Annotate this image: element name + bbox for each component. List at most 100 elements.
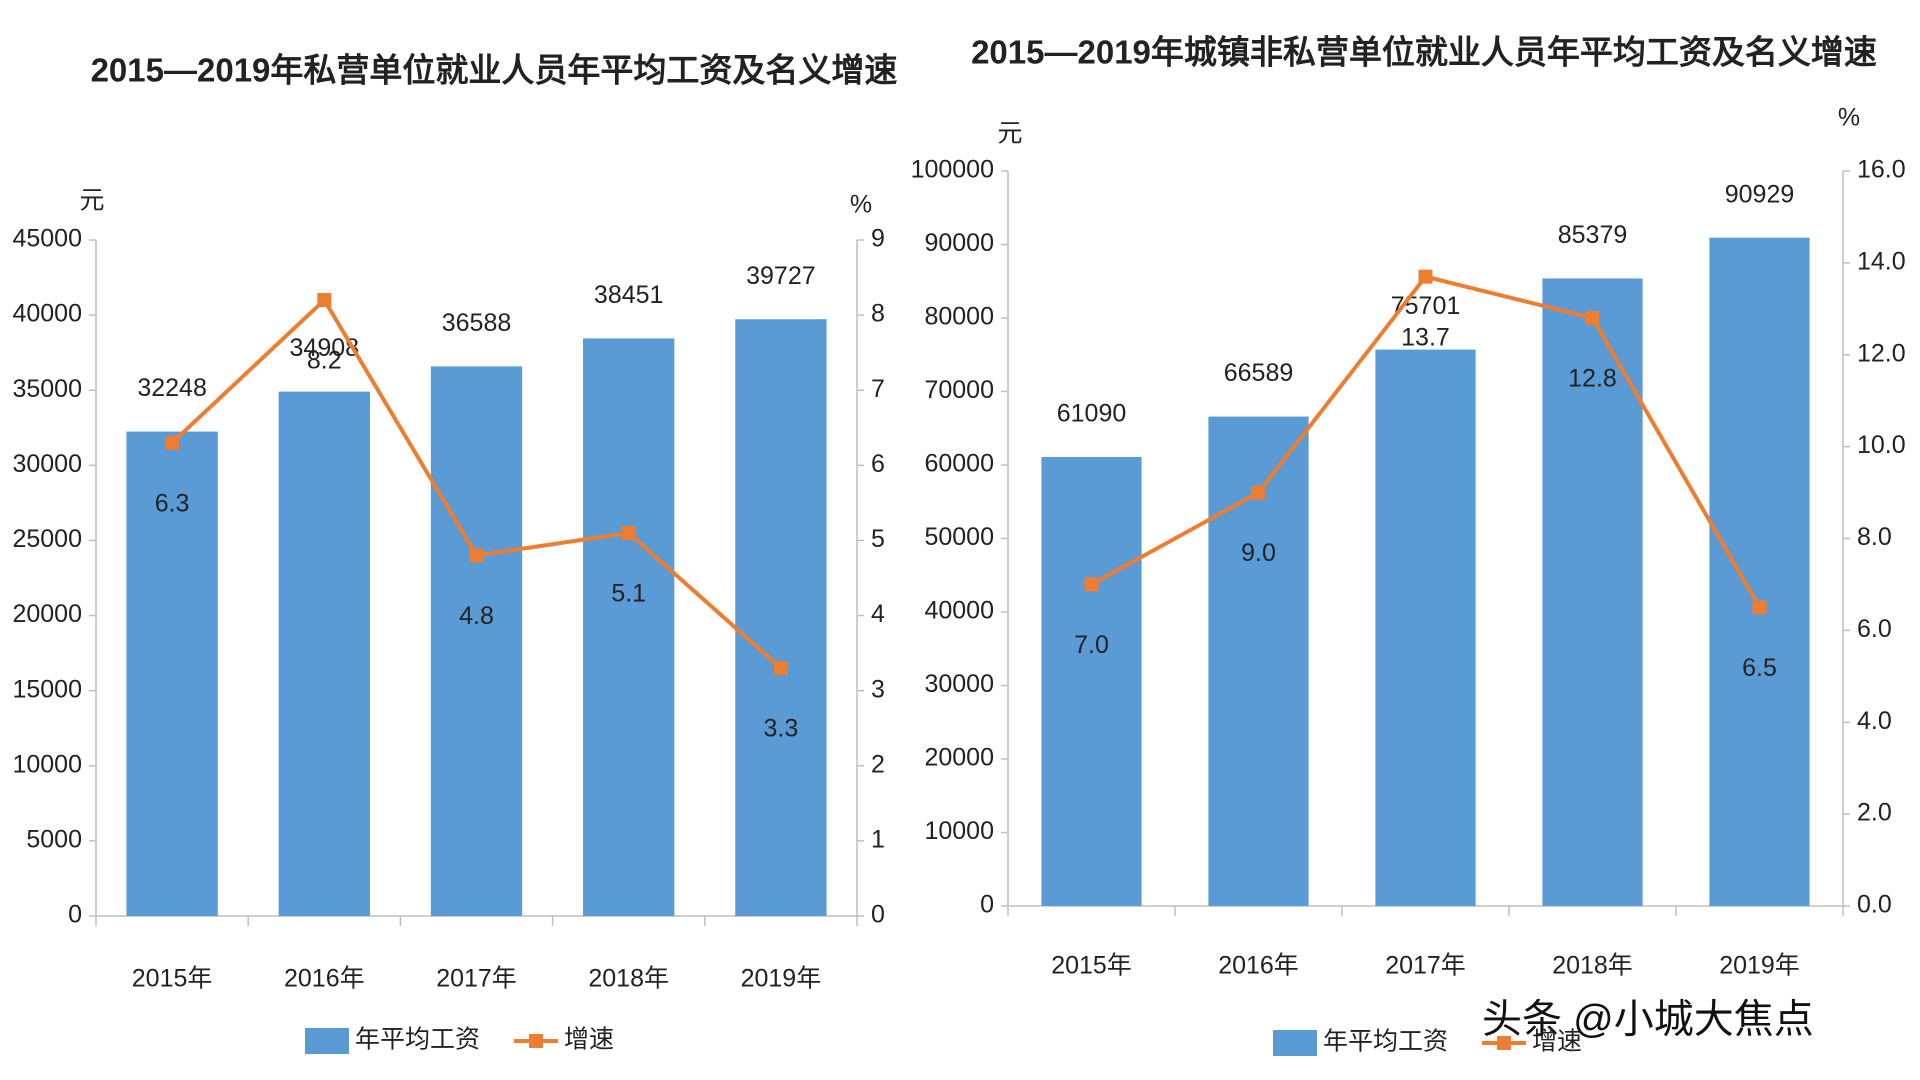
y-tick-label: 50000 (924, 523, 994, 551)
bar-value-label: 61090 (1057, 400, 1127, 428)
line-marker (317, 293, 332, 308)
x-tick-label: 2015年 (132, 965, 213, 993)
y-tick-label: 30000 (924, 670, 994, 698)
y2-tick-label: 0 (871, 901, 885, 929)
y2-tick-label: 6 (871, 450, 885, 478)
legend-swatch (305, 1028, 349, 1054)
x-tick-label: 2016年 (1218, 952, 1299, 980)
y2-tick-label: 12.0 (1857, 339, 1906, 367)
y2-tick-label: 3 (871, 675, 885, 703)
line-marker (165, 435, 180, 450)
y-tick-label: 35000 (12, 375, 82, 403)
y-tick-label: 10000 (12, 750, 82, 778)
bar (735, 319, 827, 917)
legend-swatch (1273, 1030, 1317, 1056)
y2-tick-label: 2.0 (1857, 799, 1892, 827)
line-value-label: 8.2 (307, 347, 342, 375)
y2-tick-label: 0.0 (1857, 891, 1892, 919)
y2-tick-label: 14.0 (1857, 247, 1906, 275)
y2-tick-label: 9 (871, 225, 885, 253)
y-axis-label: 元 (997, 120, 1022, 148)
y2-tick-label: 5 (871, 525, 885, 553)
y2-tick-label: 2 (871, 750, 885, 778)
legend-marker (1497, 1036, 1512, 1050)
bar-value-label: 85379 (1558, 221, 1628, 249)
line-marker (469, 548, 484, 563)
y2-tick-label: 16.0 (1857, 156, 1906, 184)
line-value-label: 3.3 (764, 715, 799, 743)
y-axis-label: 元 (79, 187, 104, 215)
y2-axis-label: % (1838, 104, 1860, 132)
line-value-label: 12.8 (1568, 365, 1617, 393)
bar (126, 431, 218, 916)
legend-label: 增速 (1532, 1028, 1582, 1056)
y2-tick-label: 4 (871, 600, 885, 628)
line-value-label: 6.3 (155, 489, 190, 517)
y-tick-label: 25000 (12, 525, 82, 553)
y2-tick-label: 7 (871, 375, 885, 403)
y-tick-label: 40000 (12, 300, 82, 328)
bar-value-label: 66589 (1224, 359, 1294, 387)
y-tick-label: 100000 (911, 156, 994, 184)
line-value-label: 9.0 (1241, 539, 1276, 567)
y-tick-label: 40000 (924, 597, 994, 625)
line-marker (1585, 311, 1600, 325)
line-value-label: 6.5 (1742, 654, 1777, 682)
y2-tick-label: 6.0 (1857, 615, 1892, 643)
y-tick-label: 10000 (924, 817, 994, 845)
y-tick-label: 0 (68, 901, 82, 929)
line-value-label: 5.1 (611, 580, 646, 608)
line-value-label: 13.7 (1401, 323, 1450, 351)
legend-label: 年平均工资 (355, 1026, 480, 1054)
y2-tick-label: 1 (871, 825, 885, 853)
y2-tick-label: 8.0 (1857, 523, 1892, 551)
y-tick-label: 20000 (924, 744, 994, 772)
x-tick-label: 2019年 (741, 965, 822, 993)
x-tick-label: 2015年 (1051, 952, 1132, 980)
y-tick-label: 5000 (26, 825, 82, 853)
x-tick-label: 2018年 (1552, 952, 1633, 980)
bar-value-label: 39727 (746, 262, 816, 290)
x-tick-label: 2018年 (588, 965, 669, 993)
y-tick-label: 60000 (924, 450, 994, 478)
y-tick-label: 20000 (12, 600, 82, 628)
line-marker (1418, 269, 1433, 284)
y2-tick-label: 4.0 (1857, 707, 1892, 735)
bar-value-label: 36588 (442, 309, 512, 337)
line-marker (1084, 577, 1099, 592)
bar-value-label: 38451 (594, 281, 664, 309)
y-tick-label: 15000 (12, 675, 82, 703)
y-tick-label: 0 (980, 891, 994, 919)
bar (430, 366, 523, 916)
chart-title: 2015—2019年城镇非私营单位就业人员年平均工资及名义增速 (971, 34, 1877, 71)
x-tick-label: 2017年 (436, 965, 517, 993)
x-tick-label: 2016年 (284, 965, 365, 993)
y-tick-label: 45000 (12, 225, 82, 253)
y-tick-label: 70000 (924, 376, 994, 404)
watermark: 头条 @小城大焦点 (1482, 998, 1814, 1042)
y-tick-label: 80000 (924, 303, 994, 331)
bar (1041, 456, 1142, 906)
line-marker (1251, 485, 1266, 500)
bar-value-label: 90929 (1725, 180, 1795, 208)
line-marker (773, 661, 788, 676)
bar (1375, 349, 1476, 906)
legend-label: 年平均工资 (1323, 1028, 1448, 1056)
y2-tick-label: 8 (871, 300, 885, 328)
y2-axis-label: % (850, 191, 872, 219)
line-marker (1752, 600, 1767, 615)
bar (1542, 278, 1643, 906)
bar (583, 338, 675, 917)
bar (278, 391, 370, 917)
bar-value-label: 32248 (137, 374, 207, 402)
x-tick-label: 2019年 (1719, 952, 1800, 980)
x-tick-label: 2017年 (1385, 952, 1466, 980)
y2-tick-label: 10.0 (1857, 431, 1906, 459)
bar (1709, 237, 1810, 906)
legend-marker (529, 1034, 544, 1048)
legend-label: 增速 (564, 1026, 614, 1054)
line-marker (621, 525, 636, 540)
y-tick-label: 30000 (12, 450, 82, 478)
